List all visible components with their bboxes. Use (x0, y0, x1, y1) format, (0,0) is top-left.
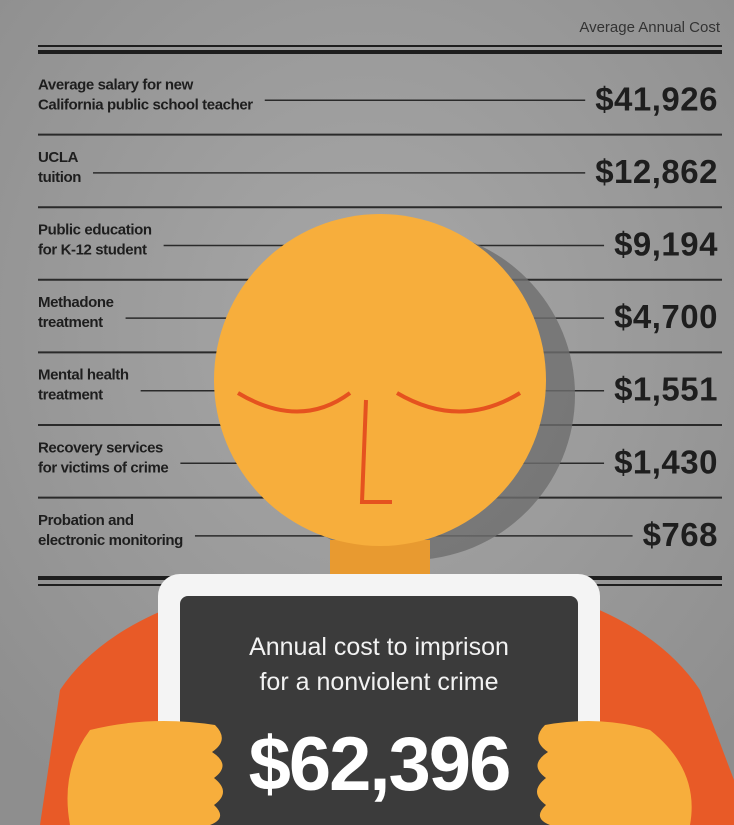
row-label: Public education (38, 222, 152, 239)
row-label: Probation and (38, 512, 134, 529)
row-value: $41,926 (595, 80, 718, 117)
placard-caption: for a nonviolent crime (259, 668, 498, 696)
head (214, 214, 546, 546)
row-label: Recovery services (38, 439, 163, 456)
row-label: California public school teacher (38, 96, 253, 113)
row-label: electronic monitoring (38, 532, 183, 549)
row-value: $1,430 (614, 443, 718, 480)
row-label: Methadone (38, 294, 114, 311)
column-header: Average Annual Cost (579, 19, 720, 36)
row-label: for K-12 student (38, 242, 147, 259)
row-value: $4,700 (614, 298, 718, 335)
row-value: $768 (643, 516, 718, 553)
row-label: Mental health (38, 367, 129, 384)
row-value: $9,194 (614, 226, 718, 263)
row-label: Average salary for new (38, 76, 194, 93)
placard-caption: Annual cost to imprison (249, 633, 509, 661)
infographic: Average salary for new California public … (0, 0, 734, 825)
row-label: tuition (38, 169, 81, 186)
row-label: treatment (38, 314, 103, 331)
hand (68, 721, 224, 825)
row-label: treatment (38, 387, 103, 404)
row-value: $12,862 (595, 153, 718, 190)
row-label: UCLA (38, 149, 79, 166)
row-label: for victims of crime (38, 459, 168, 476)
row-value: $1,551 (614, 371, 718, 408)
placard-amount: $62,396 (249, 722, 510, 807)
